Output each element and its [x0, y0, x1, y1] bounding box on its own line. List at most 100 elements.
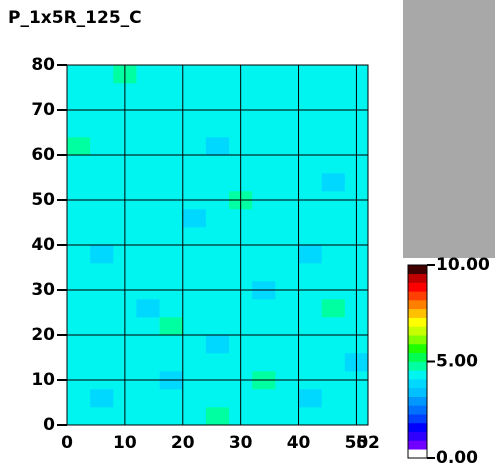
- cell: [136, 389, 160, 408]
- cell: [159, 137, 184, 156]
- y-tick-label: 80: [31, 55, 55, 75]
- colorbar-step: [408, 326, 427, 336]
- cell: [136, 227, 160, 246]
- cell: [182, 299, 207, 318]
- cell: [298, 65, 322, 84]
- x-tick-label: 52: [356, 433, 380, 453]
- cell: [182, 389, 207, 408]
- cell: [275, 155, 299, 174]
- cell: [67, 209, 91, 228]
- cell: [205, 299, 230, 318]
- cell: [275, 317, 299, 336]
- cell: [159, 317, 184, 336]
- cell: [90, 299, 114, 318]
- cell: [321, 299, 346, 318]
- cell: [252, 209, 276, 228]
- cell: [90, 317, 114, 336]
- cell: [298, 353, 322, 372]
- cell: [205, 407, 230, 426]
- cell: [321, 317, 346, 336]
- x-tick-label: 20: [171, 433, 195, 453]
- cell: [159, 389, 184, 408]
- cell: [136, 263, 160, 282]
- cell: [90, 155, 114, 174]
- cell: [182, 245, 207, 264]
- y-tick-label: 0: [43, 415, 55, 435]
- cell: [298, 407, 322, 426]
- y-tick-label: 20: [31, 325, 55, 345]
- cell: [136, 353, 160, 372]
- cell: [205, 137, 230, 156]
- cell: [67, 245, 91, 264]
- cell: [275, 137, 299, 156]
- colorbar-step: [408, 308, 427, 318]
- cell: [159, 335, 184, 354]
- y-tick-label: 30: [31, 280, 55, 300]
- cell: [182, 155, 207, 174]
- cell: [252, 389, 276, 408]
- cell: [67, 407, 91, 426]
- cell: [321, 119, 346, 138]
- cell: [275, 119, 299, 138]
- colorbar-label: 10.00: [436, 255, 490, 275]
- cell: [321, 137, 346, 156]
- cell: [182, 137, 207, 156]
- cell: [182, 407, 207, 426]
- cell: [67, 119, 91, 138]
- colorbar-step: [408, 431, 427, 441]
- cell: [136, 335, 160, 354]
- cell: [136, 407, 160, 426]
- cell: [298, 263, 322, 282]
- cell: [182, 209, 207, 228]
- cell: [205, 155, 230, 174]
- cell: [321, 245, 346, 264]
- cell: [67, 83, 91, 102]
- cell: [275, 173, 299, 192]
- x-tick-label: 10: [113, 433, 137, 453]
- plot-frame: [66, 64, 369, 426]
- cell: [321, 263, 346, 282]
- cell: [205, 173, 230, 192]
- cell: [252, 119, 276, 138]
- y-tick-label: 50: [31, 190, 55, 210]
- cell: [252, 263, 276, 282]
- cell: [252, 65, 276, 84]
- cell: [159, 119, 184, 138]
- cell: [298, 227, 322, 246]
- colorbar-step: [408, 370, 427, 380]
- cell: [321, 353, 346, 372]
- cell: [67, 389, 91, 408]
- cell: [159, 173, 184, 192]
- colorbar-step: [408, 422, 427, 432]
- cell: [90, 65, 114, 84]
- cell: [90, 83, 114, 102]
- cell: [67, 335, 91, 354]
- cell: [298, 335, 322, 354]
- cell: [321, 209, 346, 228]
- cell: [136, 299, 160, 318]
- cell: [298, 245, 322, 264]
- cell: [67, 317, 91, 336]
- cell: [275, 245, 299, 264]
- cell: [205, 245, 230, 264]
- colorbar-step: [408, 343, 427, 354]
- colorbar-step: [408, 300, 427, 310]
- colorbar-label: 5.00: [436, 352, 478, 372]
- cell: [205, 263, 230, 282]
- colorbar-step: [408, 440, 427, 450]
- cell: [182, 173, 207, 192]
- cell: [252, 245, 276, 264]
- cell: [275, 65, 299, 84]
- cell: [136, 155, 160, 174]
- cell: [298, 83, 322, 102]
- cell: [159, 227, 184, 246]
- side-panel: [403, 0, 495, 258]
- colorbar-step: [408, 352, 427, 362]
- cell: [67, 263, 91, 282]
- cell: [90, 389, 114, 408]
- cell: [67, 137, 91, 156]
- x-tick-label: 30: [229, 433, 253, 453]
- cell: [321, 155, 346, 174]
- y-tick-label: 60: [31, 145, 55, 165]
